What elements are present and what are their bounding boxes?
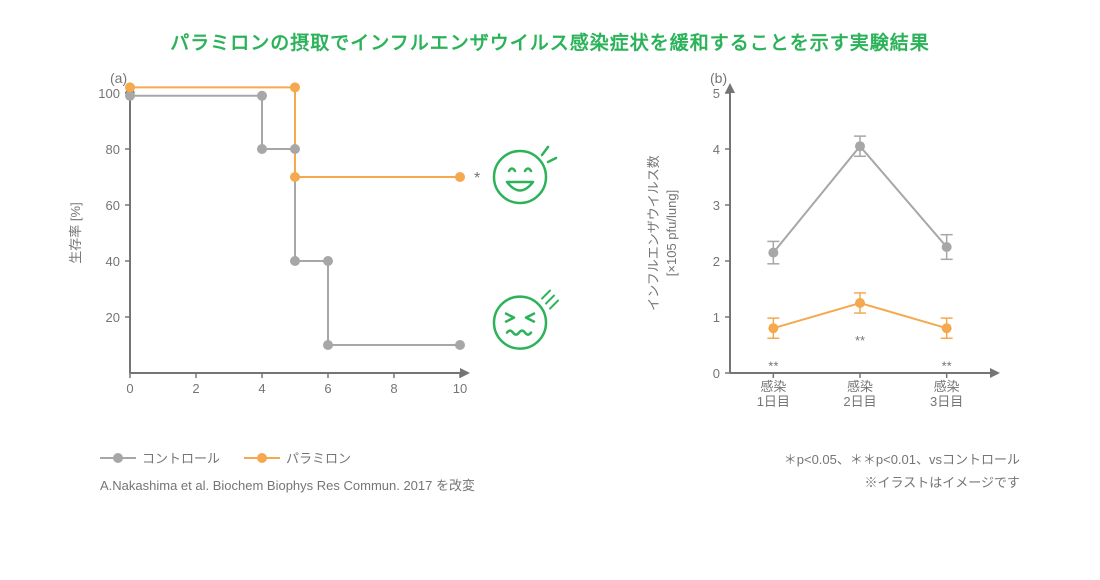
svg-text:4: 4 <box>258 381 265 396</box>
charts-container: (a) 20 40 60 80 100 0 2 4 6 8 10 生存率 [%] * (b) 0 1 2 3 4 5 感… <box>0 63 1100 448</box>
footnote-illust: ※イラストはイメージです <box>784 471 1020 494</box>
svg-text:**: ** <box>855 333 865 348</box>
svg-text:感染: 感染 <box>934 379 960 394</box>
svg-text:0: 0 <box>713 366 720 381</box>
legend: コントロール パラミロン <box>100 448 475 467</box>
chart-a-block: (a) 20 40 60 80 100 0 2 4 6 8 10 生存率 [%] * <box>40 63 580 448</box>
svg-text:100: 100 <box>98 86 120 101</box>
footnote-stats: ＊p<0.05、＊＊p<0.01、vsコントロール <box>784 448 1020 471</box>
svg-text:10: 10 <box>453 381 467 396</box>
svg-text:**: ** <box>942 358 952 373</box>
chart-b-block: (b)012345感染1日目感染2日目感染3日目インフルエンザウイルス数[×10… <box>620 63 1060 448</box>
svg-text:1: 1 <box>713 310 720 325</box>
svg-text:20: 20 <box>106 310 120 325</box>
footer-left: コントロール パラミロン A.Nakashima et al. Biochem … <box>100 448 475 495</box>
svg-text:5: 5 <box>713 86 720 101</box>
legend-paramylon-label: パラミロン <box>286 448 351 467</box>
svg-text:4: 4 <box>713 142 720 157</box>
svg-text:6: 6 <box>324 381 331 396</box>
svg-text:3: 3 <box>713 198 720 213</box>
svg-text:2: 2 <box>713 254 720 269</box>
chart-a: (a) 20 40 60 80 100 0 2 4 6 8 10 生存率 [%] * <box>40 63 580 443</box>
chart-b: (b)012345感染1日目感染2日目感染3日目インフルエンザウイルス数[×10… <box>620 63 1060 443</box>
svg-text:生存率 [%]: 生存率 [%] <box>68 202 83 263</box>
svg-text:80: 80 <box>106 142 120 157</box>
svg-text:60: 60 <box>106 198 120 213</box>
footer-right: ＊p<0.05、＊＊p<0.01、vsコントロール ※イラストはイメージです <box>784 448 1020 495</box>
svg-text:1日目: 1日目 <box>757 394 790 409</box>
svg-text:40: 40 <box>106 254 120 269</box>
svg-text:(b): (b) <box>710 70 727 86</box>
svg-text:3日目: 3日目 <box>930 394 963 409</box>
legend-control-label: コントロール <box>142 448 220 467</box>
svg-text:0: 0 <box>126 381 133 396</box>
legend-control: コントロール <box>100 448 220 467</box>
footer: コントロール パラミロン A.Nakashima et al. Biochem … <box>0 448 1100 495</box>
svg-text:2日目: 2日目 <box>843 394 876 409</box>
legend-paramylon: パラミロン <box>244 448 351 467</box>
svg-text:8: 8 <box>390 381 397 396</box>
svg-text:[×105 pfu/lung]: [×105 pfu/lung] <box>664 190 679 276</box>
svg-text:インフルエンザウイルス数: インフルエンザウイルス数 <box>646 155 661 311</box>
svg-text:感染: 感染 <box>847 379 873 394</box>
svg-text:感染: 感染 <box>760 379 786 394</box>
svg-text:*: * <box>474 170 480 187</box>
page-title: パラミロンの摂取でインフルエンザウイルス感染症状を緩和することを示す実験結果 <box>0 0 1100 63</box>
svg-text:**: ** <box>768 358 778 373</box>
citation: A.Nakashima et al. Biochem Biophys Res C… <box>100 475 475 494</box>
svg-text:2: 2 <box>192 381 199 396</box>
svg-text:(a): (a) <box>110 70 127 86</box>
